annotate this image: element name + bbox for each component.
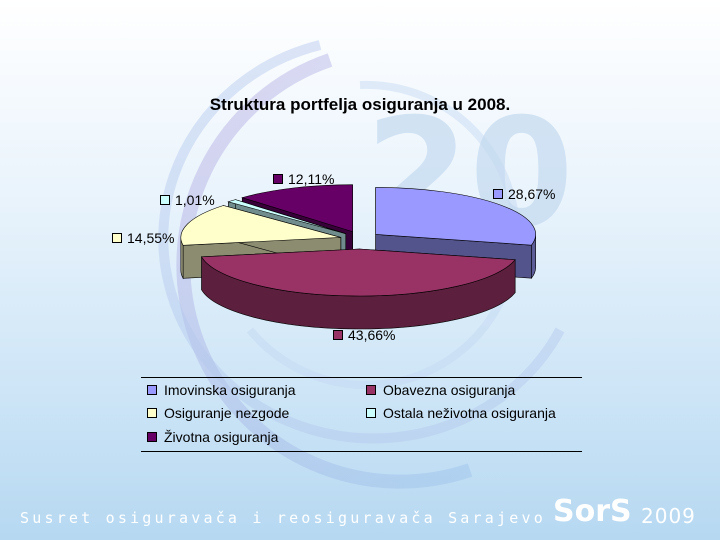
data-label-text: 28,67%: [508, 186, 556, 202]
brand-year: 2009: [641, 504, 696, 528]
legend-label: Imovinska osiguranja: [164, 382, 296, 398]
data-label-swatch: [493, 189, 503, 199]
data-label-text: 14,55%: [127, 230, 175, 246]
slice-3-top: [227, 199, 346, 234]
legend-swatch: [147, 408, 157, 418]
data-label-swatch: [273, 174, 283, 184]
legend-swatch: [147, 385, 157, 395]
slice-0-top: [375, 187, 536, 246]
data-label-text: 43,66%: [348, 327, 396, 343]
data-label-swatch: [160, 195, 170, 205]
data-label-1: 43,66%: [333, 327, 395, 343]
legend-label: Osiguranje nezgode: [164, 405, 290, 421]
data-label-text: 12,11%: [288, 171, 335, 187]
legend: Imovinska osiguranja Obavezna osiguranja…: [141, 377, 582, 452]
legend-label: Ostala neživotna osiguranja: [383, 405, 556, 421]
legend-item-zivotna: Životna osiguranja: [147, 429, 278, 445]
legend-item-imovinska: Imovinska osiguranja: [147, 382, 296, 398]
data-label-0: 28,67%: [493, 186, 555, 202]
background-ring-inner: [158, 40, 565, 444]
data-label-text: 1,01%: [175, 192, 215, 208]
legend-item-ostala: Ostala neživotna osiguranja: [366, 405, 556, 421]
slice-4-top: [241, 184, 353, 233]
brand-logo: SorS: [553, 494, 632, 529]
chart-title: Struktura portfelja osiguranja u 2008.: [209, 95, 511, 114]
legend-swatch: [366, 385, 376, 395]
legend-label: Životna osiguranja: [164, 429, 279, 445]
legend-swatch: [147, 432, 157, 442]
data-label-swatch: [333, 330, 343, 340]
data-label-3: 1,01%: [160, 192, 215, 208]
background-ring-outer: [176, 53, 473, 489]
legend-swatch: [366, 408, 376, 418]
slice-2-top: [180, 205, 341, 246]
legend-item-nezgode: Osiguranje nezgode: [147, 405, 289, 421]
data-label-4: 12,11%: [273, 171, 334, 187]
legend-item-obavezna: Obavezna osiguranja: [366, 382, 515, 398]
legend-label: Obavezna osiguranja: [383, 382, 516, 398]
footer-text: Susret osiguravača i reosiguravača Saraj…: [20, 509, 546, 527]
data-label-2: 14,55%: [112, 230, 174, 246]
data-label-swatch: [112, 233, 122, 243]
slice-1-top: [201, 248, 516, 297]
